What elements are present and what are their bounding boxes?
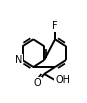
Text: OH: OH (55, 75, 70, 85)
Text: N: N (15, 55, 23, 65)
Text: O: O (33, 78, 41, 88)
Text: F: F (52, 21, 58, 31)
